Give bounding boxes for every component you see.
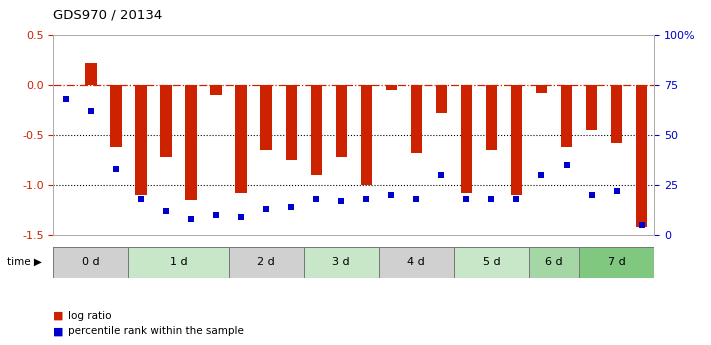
Bar: [110, 85, 122, 147]
Bar: [611, 85, 622, 142]
Bar: [135, 85, 146, 195]
Text: ■: ■: [53, 326, 64, 336]
Bar: [186, 85, 197, 199]
Bar: [85, 62, 97, 85]
Bar: [529, 247, 579, 278]
Text: time ▶: time ▶: [7, 257, 42, 267]
Bar: [235, 85, 247, 193]
Bar: [129, 247, 228, 278]
Bar: [579, 247, 654, 278]
Text: 0 d: 0 d: [82, 257, 100, 267]
Bar: [360, 85, 372, 185]
Bar: [161, 85, 171, 157]
Text: 7 d: 7 d: [608, 257, 626, 267]
Bar: [379, 247, 454, 278]
Text: GDS970 / 20134: GDS970 / 20134: [53, 9, 163, 22]
Bar: [461, 85, 472, 193]
Bar: [385, 85, 397, 90]
Bar: [411, 85, 422, 152]
Bar: [436, 85, 447, 112]
Text: ■: ■: [53, 311, 64, 321]
Text: 5 d: 5 d: [483, 257, 501, 267]
Bar: [53, 247, 129, 278]
Text: 3 d: 3 d: [333, 257, 350, 267]
Bar: [336, 85, 347, 157]
Text: 1 d: 1 d: [170, 257, 187, 267]
Bar: [636, 85, 647, 227]
Bar: [486, 85, 497, 150]
Bar: [536, 85, 547, 92]
Text: 4 d: 4 d: [407, 257, 425, 267]
Text: log ratio: log ratio: [68, 311, 111, 321]
Text: 6 d: 6 d: [545, 257, 563, 267]
Text: 2 d: 2 d: [257, 257, 275, 267]
Bar: [510, 85, 522, 195]
Bar: [228, 247, 304, 278]
Bar: [311, 85, 322, 175]
Bar: [260, 85, 272, 150]
Bar: [304, 247, 379, 278]
Bar: [210, 85, 222, 95]
Bar: [454, 247, 529, 278]
Bar: [586, 85, 597, 130]
Bar: [286, 85, 296, 159]
Text: percentile rank within the sample: percentile rank within the sample: [68, 326, 243, 336]
Bar: [561, 85, 572, 147]
